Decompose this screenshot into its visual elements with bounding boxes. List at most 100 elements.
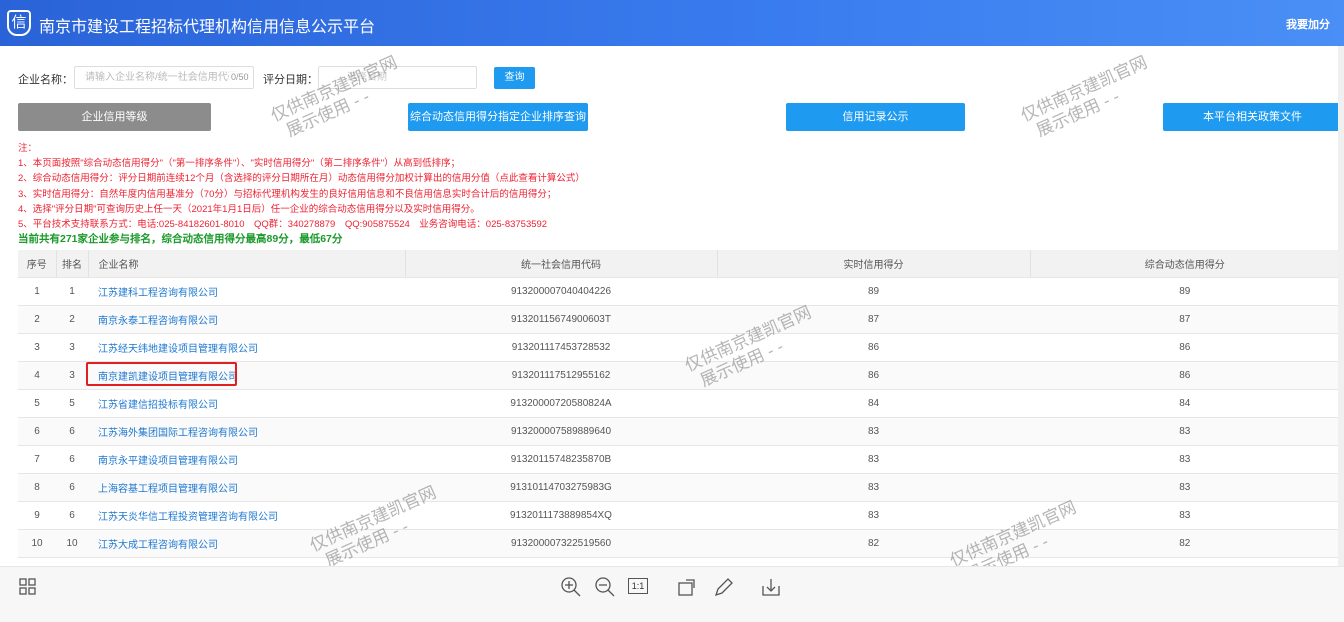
- table-body: 1 1 江苏建科工程咨询有限公司 913200007040404226 89 89 2 2 南京…: [18, 277, 1340, 558]
- table-cell: 91320115748235870B: [405, 445, 717, 474]
- table-cell: 5: [18, 389, 56, 418]
- cell-text: 1: [34, 286, 40, 297]
- grid-icon[interactable]: [18, 577, 38, 597]
- cell-text: 83: [867, 454, 880, 465]
- rotate-icon[interactable]: [676, 576, 698, 598]
- table-cell: 86: [1030, 361, 1340, 390]
- table-cell: 8: [18, 473, 56, 502]
- actual-size-button[interactable]: 1:1: [628, 578, 648, 594]
- name-label: 企业名称：: [18, 74, 73, 86]
- date-input[interactable]: 选择日期: [318, 66, 477, 89]
- note-line: 3、实时信用得分：自然年度内信用基准分（70分）与招标代理机构发生的良好信用信息…: [18, 188, 557, 200]
- company-link[interactable]: 南京永平建设项目管理有限公司: [98, 456, 238, 467]
- table-cell: 83: [1030, 417, 1340, 446]
- cell-text: 82: [867, 538, 880, 549]
- cell-text: 3: [34, 342, 40, 353]
- cell-text: 91320115674900603T: [511, 314, 611, 325]
- cell-text: 3: [69, 342, 75, 353]
- tab-button[interactable]: 本平台相关政策文件: [1163, 103, 1342, 131]
- cell-text: 6: [34, 426, 40, 437]
- search-button[interactable]: 查询: [494, 67, 535, 89]
- cell-text: 84: [1179, 398, 1191, 409]
- cell-text: 913200007322519560: [510, 538, 612, 549]
- table-cell: 6: [56, 417, 88, 446]
- cell-text: 9132011173889854XQ: [510, 510, 612, 521]
- table-cell: 3: [56, 361, 88, 390]
- cell-text: 86: [1179, 370, 1191, 381]
- table-cell: 91320000720580824A: [405, 389, 717, 418]
- table-cell: 江苏天炎华信工程投资管理咨询有限公司: [88, 501, 405, 530]
- company-link[interactable]: 江苏天炎华信工程投资管理咨询有限公司: [98, 512, 278, 523]
- company-link[interactable]: 上海容基工程项目管理有限公司: [98, 484, 238, 495]
- column-header: 实时信用得分: [717, 250, 1031, 278]
- table-cell: 江苏经天纬地建设项目管理有限公司: [88, 333, 405, 362]
- table-cell: 91320115674900603T: [405, 305, 717, 334]
- site-title: 南京市建设工程招标代理机构信用信息公示平台: [39, 19, 376, 36]
- add-points-link[interactable]: 我要加分: [1286, 19, 1330, 31]
- cell-text: 913200007040404226: [510, 286, 612, 297]
- watermark-line: 展示使用 - -: [1033, 86, 1123, 141]
- cell-text: 1: [69, 286, 75, 297]
- tab-button[interactable]: 信用记录公示: [786, 103, 965, 131]
- table-cell: 1: [18, 277, 56, 306]
- zoom-in-icon[interactable]: [560, 576, 582, 598]
- table-cell: 6: [56, 501, 88, 530]
- table-cell: 91310114703275983G: [405, 473, 717, 502]
- watermark: 仅供南京建凯官网 展示使用 - -: [1018, 53, 1159, 145]
- table-row: 1 1 江苏建科工程咨询有限公司 913200007040404226 89 89: [18, 277, 1340, 306]
- header: 信 南京市建设工程招标代理机构信用信息公示平台 我要加分: [0, 0, 1344, 46]
- company-link[interactable]: 江苏省建信招投标有限公司: [98, 400, 218, 411]
- column-header: 序号: [18, 250, 57, 278]
- scrollbar: [1338, 46, 1344, 566]
- cell-text: 6: [69, 482, 75, 493]
- table-cell: 89: [1030, 277, 1340, 306]
- table-cell: 913200007589889640: [405, 417, 717, 446]
- cell-text: 91320115748235870B: [510, 454, 612, 465]
- cell-text: 6: [69, 426, 75, 437]
- name-input[interactable]: 请输入企业名称/统一社会信用代码: [74, 66, 254, 89]
- tab-button[interactable]: 综合动态信用得分指定企业排序查询: [408, 103, 588, 131]
- table-cell: 3: [18, 333, 56, 362]
- table-cell: 10: [18, 529, 56, 558]
- company-link[interactable]: 江苏大成工程咨询有限公司: [98, 540, 218, 551]
- cell-text: 2: [34, 314, 40, 325]
- table-cell: 5: [56, 389, 88, 418]
- table-row: 9 6 江苏天炎华信工程投资管理咨询有限公司 9132011173889854XQ 83…: [18, 501, 1340, 530]
- table-row: 2 2 南京永泰工程咨询有限公司 91320115674900603T 87 87: [18, 305, 1340, 334]
- table-row: 8 6 上海容基工程项目管理有限公司 91310114703275983G 83 83: [18, 473, 1340, 502]
- logo: 信: [7, 10, 31, 36]
- header-row: 序号 排名 企业名称 统一社会信用代码 实时信用得分 综合动态信用得分: [18, 250, 1340, 278]
- placeholder: 选择日期: [347, 72, 387, 83]
- note-line: 2、综合动态信用得分：评分日期前连续12个月（含选择的评分日期所在月）动态信用得…: [18, 173, 585, 185]
- cell-text: 91320000720580824A: [510, 398, 612, 409]
- table-cell: 913200007040404226: [405, 277, 717, 306]
- table-row: 3 3 江苏经天纬地建设项目管理有限公司 913201117453728532 86 86: [18, 333, 1340, 362]
- cell-text: 5: [69, 398, 75, 409]
- edit-icon[interactable]: [712, 576, 734, 598]
- cell-text: 2: [69, 314, 75, 325]
- table-cell: 913200007322519560: [405, 529, 717, 558]
- table-cell: 南京建凯建设项目管理有限公司: [88, 361, 405, 390]
- company-link[interactable]: 江苏海外集团国际工程咨询有限公司: [98, 428, 258, 439]
- company-link[interactable]: 江苏经天纬地建设项目管理有限公司: [98, 344, 258, 355]
- cell-text: 9: [34, 510, 40, 521]
- table-cell: 89: [717, 277, 1030, 306]
- cell-text: 6: [69, 454, 75, 465]
- cell-text: 83: [1179, 454, 1191, 465]
- ranking-table: 序号 排名 企业名称 统一社会信用代码 实时信用得分 综合动态信用得分 1 1 江苏建科工程咨…: [18, 250, 1340, 558]
- cell-text: 91310114703275983G: [510, 482, 612, 493]
- cell-text: 8: [34, 482, 40, 493]
- note-line: 1、本页面按照"综合动态信用得分"（"第一排序条件"）、"实时信用得分"（第二排…: [18, 158, 461, 169]
- table-cell: 83: [717, 501, 1030, 530]
- table-row: 4 3 南京建凯建设项目管理有限公司 913201117512955162 86 86: [18, 361, 1340, 390]
- zoom-out-icon[interactable]: [594, 576, 616, 598]
- download-icon[interactable]: [760, 576, 782, 598]
- company-link[interactable]: 南京永泰工程咨询有限公司: [98, 316, 218, 327]
- cell-text: 83: [867, 482, 880, 493]
- company-link[interactable]: 江苏建科工程咨询有限公司: [98, 288, 218, 299]
- table-cell: 84: [1030, 389, 1340, 418]
- cell-text: 83: [867, 426, 880, 437]
- tab-button[interactable]: 企业信用等级: [18, 103, 211, 131]
- cell-text: 6: [69, 510, 75, 521]
- company-link[interactable]: 南京建凯建设项目管理有限公司: [98, 372, 238, 383]
